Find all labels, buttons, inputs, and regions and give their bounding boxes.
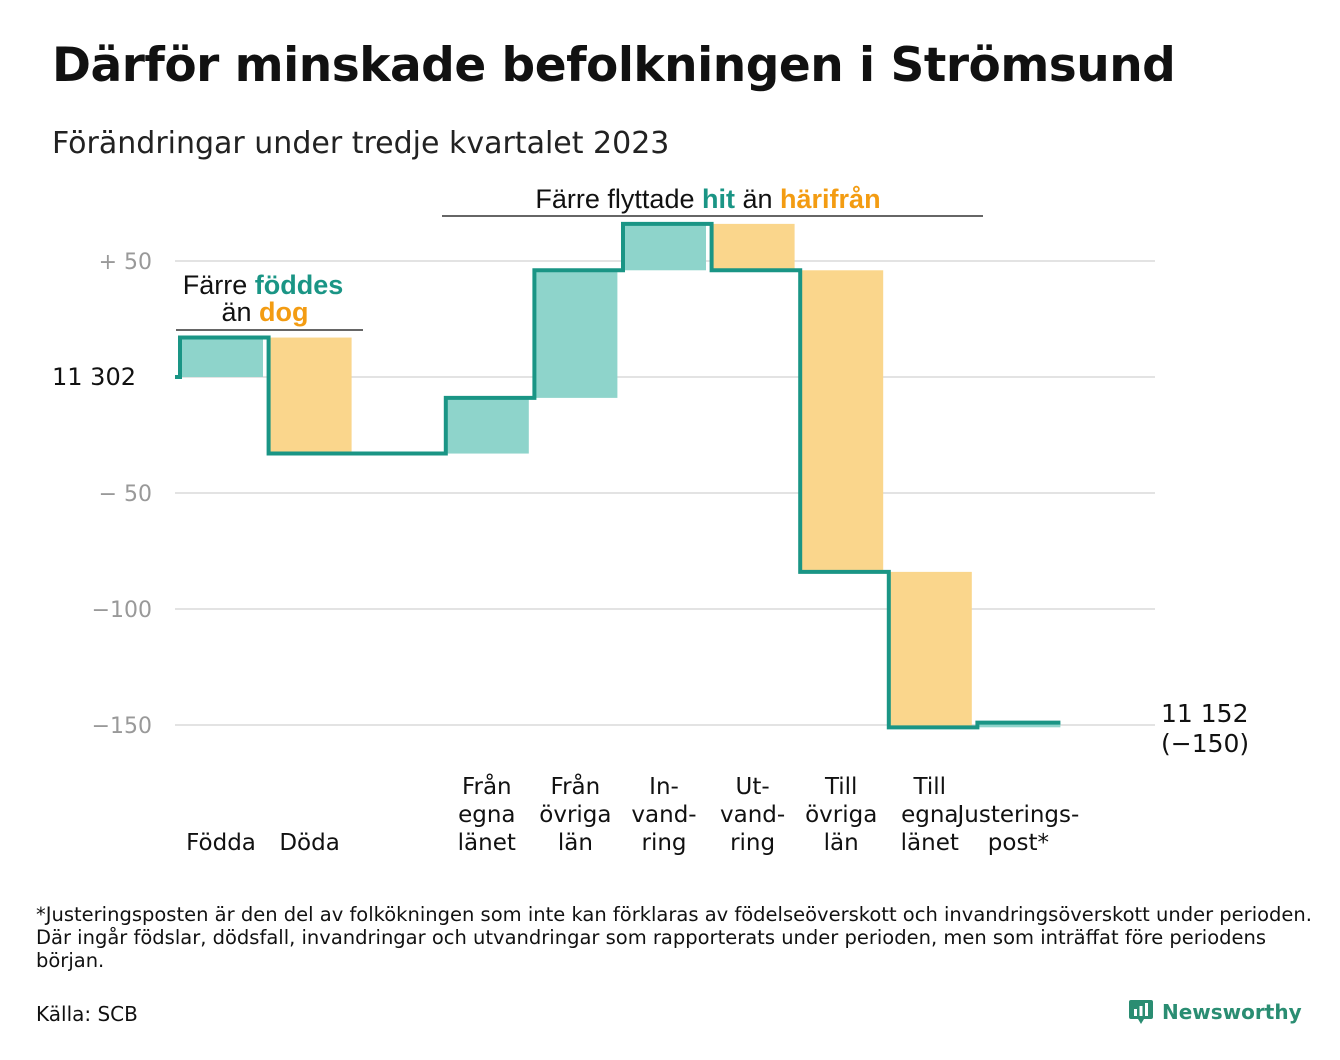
bar bbox=[623, 223, 706, 271]
annotation-births-line1: Färre föddes bbox=[183, 270, 344, 300]
y-tick-label: + 50 bbox=[99, 250, 152, 275]
x-tick-label: län bbox=[824, 830, 859, 856]
y-tick-label: − 50 bbox=[99, 482, 152, 507]
end-change-label: (−150) bbox=[1161, 729, 1249, 758]
chart-title: Därför minskade befolkningen i Strömsund bbox=[52, 38, 1176, 93]
x-tick-label: Ut- bbox=[736, 774, 770, 800]
y-tick-label: −150 bbox=[92, 714, 152, 739]
bar bbox=[268, 337, 352, 454]
y-tick-label: −100 bbox=[92, 598, 152, 623]
x-tick-label: övriga bbox=[805, 802, 877, 828]
bar bbox=[888, 571, 972, 728]
x-tick-label: vand- bbox=[631, 802, 696, 828]
bar bbox=[445, 397, 529, 454]
newsworthy-logo-icon bbox=[1129, 1000, 1153, 1024]
x-tick-label: ring bbox=[730, 830, 775, 856]
x-tick-label: egna bbox=[901, 802, 958, 828]
bar bbox=[800, 270, 884, 572]
bar bbox=[534, 270, 618, 398]
source-label: Källa: SCB bbox=[36, 1002, 138, 1026]
x-tick-label: post* bbox=[988, 830, 1049, 856]
annotation-births-line2: än dog bbox=[221, 297, 308, 327]
chart-subtitle: Förändringar under tredje kvartalet 2023 bbox=[52, 126, 670, 161]
bars bbox=[180, 223, 1061, 728]
x-tick-label: övriga bbox=[539, 802, 611, 828]
x-tick-label: län bbox=[558, 830, 593, 856]
x-tick-label: Döda bbox=[279, 830, 339, 856]
x-tick-label: Från bbox=[551, 772, 601, 800]
x-tick-label: Födda bbox=[186, 830, 256, 856]
brand-name: Newsworthy bbox=[1162, 1000, 1302, 1024]
newsworthy-logo: Newsworthy bbox=[1128, 998, 1302, 1026]
end-value-label: 11 152 bbox=[1161, 699, 1248, 728]
x-tick-label: ring bbox=[641, 830, 686, 856]
x-tick-label: länet bbox=[458, 830, 516, 856]
x-tick-label: Till bbox=[913, 774, 947, 800]
y-axis-labels: + 50 − 50 −100 −150 11 302 11 152(−150) bbox=[52, 250, 1249, 758]
waterfall-chart: + 50 − 50 −100 −150 11 302 11 152(−150) Födda… bbox=[52, 184, 1249, 856]
footnote: *Justeringsposten är den del av folkökni… bbox=[36, 903, 1312, 972]
bar bbox=[977, 722, 1061, 728]
running-total-line-path bbox=[175, 221, 1061, 730]
x-tick-label: egna bbox=[458, 802, 515, 828]
annotation-migration: Färre flyttade hit än härifrån bbox=[535, 184, 880, 214]
x-axis-labels: Födda DödaFrånegnalänetFrånövrigalänIn-va… bbox=[186, 772, 1079, 856]
bar bbox=[180, 337, 263, 377]
x-tick-label: vand- bbox=[720, 802, 785, 828]
start-value-label: 11 302 bbox=[52, 363, 136, 391]
x-tick-label: Till bbox=[824, 774, 858, 800]
x-tick-label: länet bbox=[901, 830, 959, 856]
x-tick-label: In- bbox=[649, 774, 679, 800]
x-tick-label: Justerings- bbox=[955, 802, 1079, 828]
running-total-line bbox=[175, 221, 1061, 730]
x-tick-label: Från bbox=[462, 772, 512, 800]
bar bbox=[711, 223, 795, 271]
